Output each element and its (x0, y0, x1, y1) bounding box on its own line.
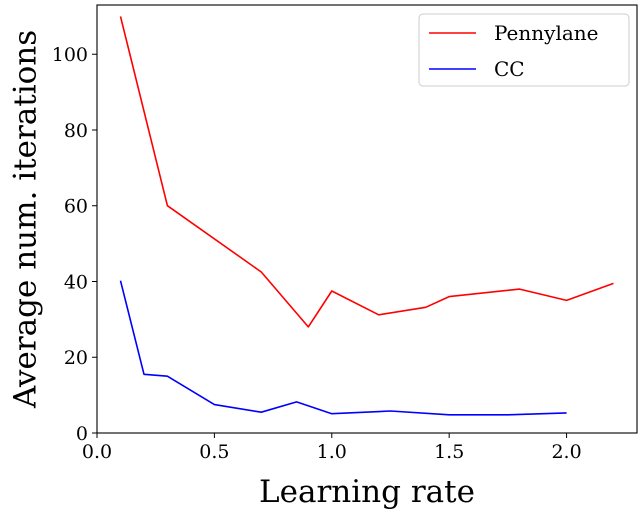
y-tick-label: 80 (64, 120, 88, 142)
y-tick-label: 60 (64, 196, 88, 218)
plot-frame (96, 4, 638, 434)
x-axis-title: Learning rate (259, 474, 475, 510)
x-tick-label: 0.5 (199, 441, 229, 463)
y-tick-label: 40 (64, 271, 88, 293)
series-line-pennylane (119, 16, 614, 328)
y-tick-label: 100 (52, 44, 88, 66)
series-line-cc (119, 280, 567, 416)
legend-label-cc: CC (494, 57, 525, 81)
axes-layer: 0.0 0.5 1.0 1.5 2.0 0 20 40 60 80 100 (52, 4, 638, 463)
y-tick-label: 20 (64, 347, 88, 369)
x-tick-label: 0.0 (82, 441, 112, 463)
x-tick-label: 1.0 (317, 441, 347, 463)
y-axis-title: Average num. iterations (8, 30, 44, 409)
legend: Pennylane CC (418, 13, 630, 87)
legend-label-pennylane: Pennylane (494, 21, 599, 45)
x-tick-label: 1.5 (434, 441, 464, 463)
y-tick-label: 0 (76, 423, 88, 445)
legend-box (418, 13, 630, 87)
plot-layer (119, 16, 614, 416)
x-tick-label: 2.0 (551, 441, 581, 463)
